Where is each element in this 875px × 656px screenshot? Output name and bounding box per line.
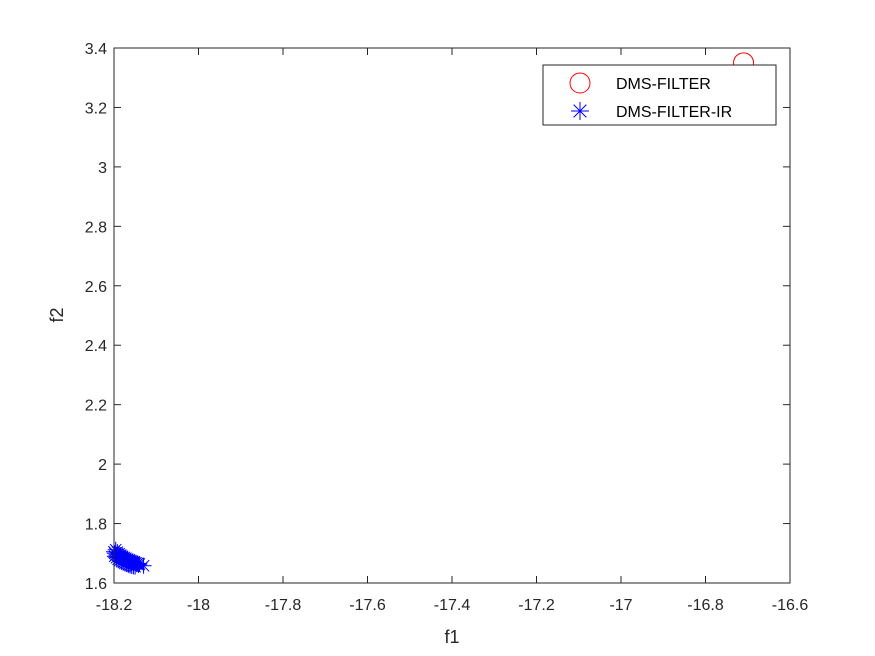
legend-marker-dms-filter-ir [571,102,589,120]
data-point [120,556,137,573]
y-tick-label: 2.4 [85,338,107,355]
data-point [122,557,139,574]
data-point [135,557,152,574]
legend-label-dms-filter: DMS-FILTER [616,76,711,93]
y-tick-label: 3.4 [85,41,107,58]
x-tick-label: -17.8 [265,597,302,614]
x-tick-label: -17.2 [518,597,555,614]
y-tick-label: 2.6 [85,279,107,296]
axes-layer: -18.2 -18 -17.8 -17.6 -17.4 -17.2 -17 -16.8 -16.… [85,41,809,614]
x-axis-label: f1 [444,627,459,647]
y-tick-label: 3 [98,160,107,177]
data-point [131,555,148,572]
data-point [116,555,133,572]
legend: DMS-FILTER DMS-FILTER-IR [542,64,777,126]
x-tick-label: -16.8 [687,597,724,614]
plot-area-background [114,48,790,583]
data-point [113,553,130,570]
x-tick-label: -17.4 [434,597,471,614]
x-tick-label: -17 [609,597,632,614]
y-tick-label: 3.2 [85,100,107,117]
x-tick-label: -16.6 [772,597,809,614]
data-point [127,558,144,575]
x-tick-label: -17.6 [349,597,386,614]
y-axis-label: f2 [47,307,67,322]
data-point [118,555,135,572]
legend-marker-dms-filter [569,72,591,94]
x-tick-label: -18.2 [96,597,133,614]
y-tick-label: 2.2 [85,398,107,415]
y-tick-label: 1.6 [85,576,107,593]
y-tick-label: 1.8 [85,517,107,534]
legend-label-dms-filter-ir: DMS-FILTER-IR [616,104,732,121]
y-tick-label: 2 [98,457,107,474]
data-layer [106,52,755,575]
x-tick-label: -18 [187,597,210,614]
series-dms-filter-ir [106,541,152,575]
legend-box [542,64,777,126]
y-tick-label: 2.8 [85,219,107,236]
data-point [115,554,132,571]
